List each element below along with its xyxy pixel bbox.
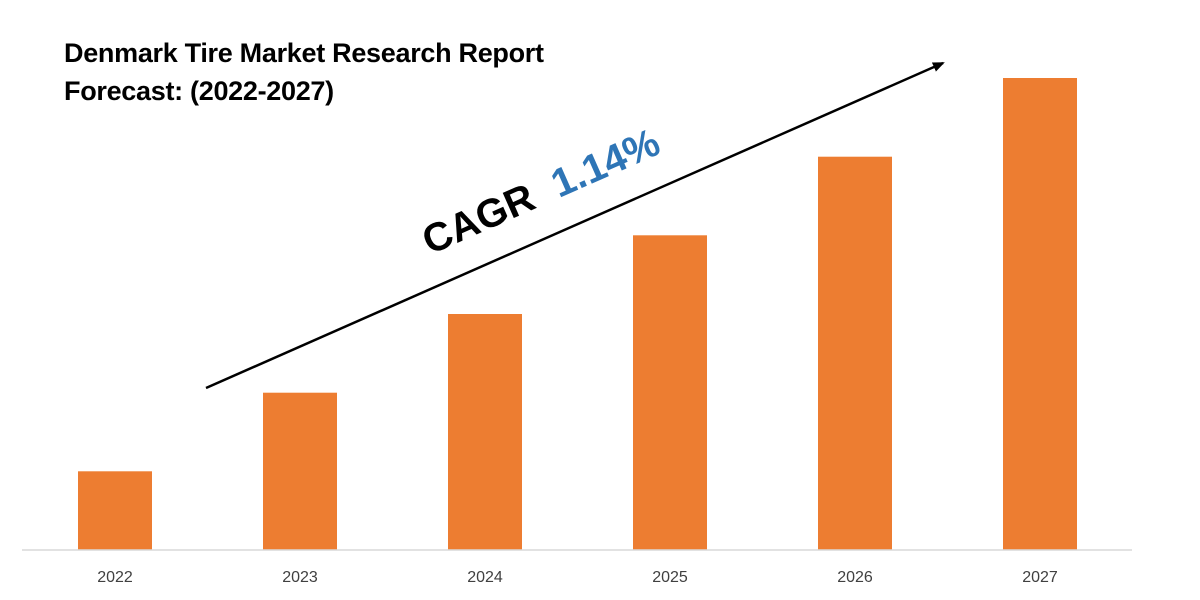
bar-2024	[448, 314, 522, 550]
x-tick-label-2025: 2025	[652, 569, 688, 586]
x-tick-label-2023: 2023	[282, 569, 318, 586]
cagr-annotation: CAGR 1.14%	[416, 120, 666, 263]
x-tick-label-2022: 2022	[97, 569, 133, 586]
bar-2026	[818, 156, 892, 550]
bar-2022	[78, 471, 152, 550]
chart-title-line-2: Forecast: (2022-2027)	[64, 76, 334, 106]
bar-2027	[1003, 78, 1077, 550]
cagr-prefix: CAGR	[416, 175, 542, 263]
bars-group	[78, 78, 1077, 551]
chart-title-line-1: Denmark Tire Market Research Report	[64, 38, 544, 68]
bar-2023	[263, 392, 337, 550]
x-tick-label-2027: 2027	[1022, 569, 1058, 586]
x-tick-label-2024: 2024	[467, 569, 503, 586]
x-tick-labels-group: 2022 2023 2024 2025 2026 2027	[97, 569, 1058, 586]
trend-arrow	[205, 61, 945, 390]
bar-2025	[633, 235, 707, 551]
x-tick-label-2026: 2026	[837, 569, 873, 586]
